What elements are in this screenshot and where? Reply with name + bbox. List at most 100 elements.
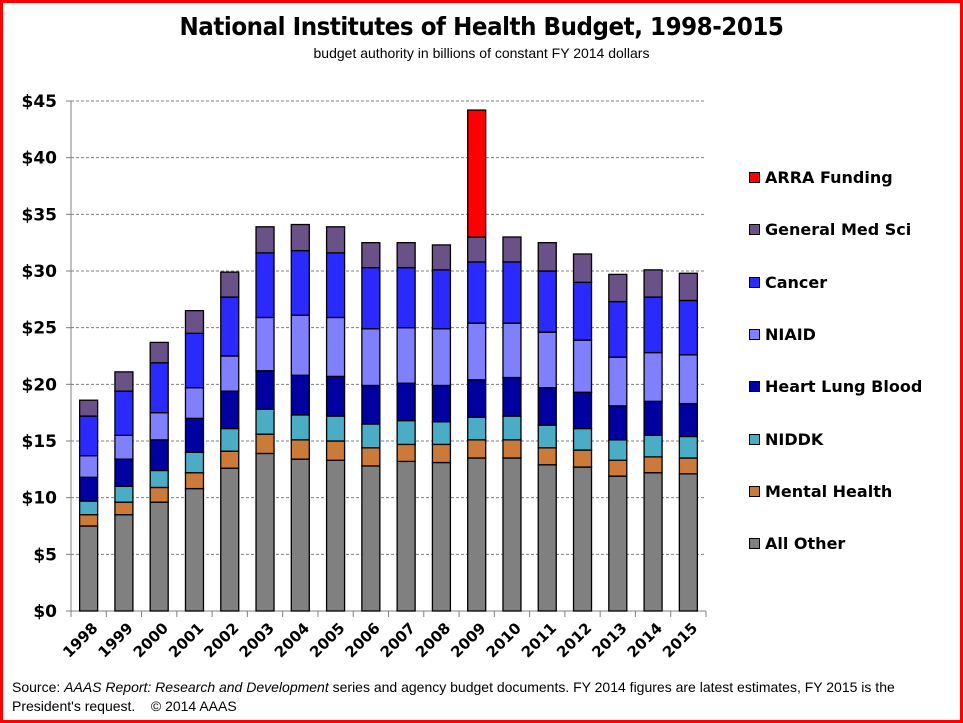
- bar-segment-cancer: [255, 252, 275, 319]
- bar-segment-heart-lung-blood: [467, 379, 487, 418]
- legend-swatch: [749, 224, 760, 236]
- bar-segment-general-med-sci: [678, 272, 699, 302]
- source-prefix: Source:: [12, 679, 65, 695]
- bar-segment-arra-funding: [467, 109, 487, 238]
- bar-segment-niddk: [537, 424, 557, 449]
- legend-label: All Other: [765, 534, 846, 554]
- legend-item: Mental Health: [749, 482, 892, 501]
- bars: [78, 109, 699, 612]
- legend-item: Cancer: [749, 273, 827, 292]
- bar-segment-niddk: [149, 469, 169, 489]
- bar-segment-mental-health: [325, 440, 346, 461]
- x-tick-label: 2000: [130, 619, 172, 661]
- bar-segment-heart-lung-blood: [678, 402, 699, 438]
- bar-segment-general-med-sci: [255, 226, 275, 254]
- bar-segment-niddk: [431, 421, 452, 446]
- bar-segment-heart-lung-blood: [572, 391, 593, 430]
- bar-segment-heart-lung-blood: [608, 405, 628, 441]
- copyright: © 2014 AAAS: [150, 698, 237, 714]
- bar-segment-mental-health: [184, 472, 205, 490]
- bar-segment-heart-lung-blood: [396, 382, 416, 422]
- bar-segment-general-med-sci: [431, 244, 452, 271]
- bar-segment-heart-lung-blood: [255, 370, 275, 410]
- bar-segment-heart-lung-blood: [537, 387, 557, 426]
- bar-segment-mental-health: [502, 439, 522, 459]
- legend-swatch: [749, 172, 760, 183]
- bar-segment-niaid: [114, 434, 134, 460]
- bar-segment-heart-lung-blood: [502, 376, 522, 417]
- y-tick-label: $0: [33, 602, 57, 622]
- bar-segment-general-med-sci: [78, 399, 99, 417]
- x-tick-label: 2010: [483, 619, 525, 661]
- bar-segment-mental-health: [78, 514, 99, 527]
- x-tick-label: 2014: [624, 619, 666, 661]
- bar-segment-niaid: [643, 351, 663, 402]
- bar-segment-cancer: [184, 332, 205, 389]
- bar-segment-cancer: [572, 281, 593, 341]
- legend-item: All Other: [749, 534, 845, 553]
- bar-segment-mental-health: [255, 433, 275, 455]
- y-axis: $0 $5 $10 $15 $20 $25 $30 $35 $40 $45: [22, 92, 72, 622]
- bar-segment-general-med-sci: [643, 269, 663, 298]
- bar-segment-niaid: [184, 387, 205, 419]
- y-tick-label: $40: [22, 149, 58, 169]
- legend-label: Mental Health: [765, 481, 893, 501]
- bar-segment-all-other: [361, 465, 381, 612]
- bar-segment-general-med-sci: [325, 226, 346, 254]
- legend-label: Cancer: [765, 272, 828, 292]
- bar-segment-all-other: [290, 458, 310, 612]
- x-tick-label: 2006: [341, 619, 383, 661]
- bar-segment-cancer: [396, 266, 416, 329]
- legend-item: NIDDK: [749, 430, 823, 449]
- bar-segment-niaid: [78, 455, 99, 478]
- x-tick-label: 2013: [588, 619, 630, 661]
- bar-segment-niaid: [325, 316, 346, 378]
- x-tick-label: 2001: [165, 619, 207, 661]
- bar-segment-niaid: [220, 355, 240, 392]
- legend-item: NIAID: [749, 325, 816, 344]
- bar-segment-niddk: [361, 423, 381, 449]
- bar-segment-cancer: [608, 300, 628, 358]
- bar-segment-all-other: [643, 472, 663, 612]
- bar-segment-all-other: [255, 452, 275, 612]
- bar-segment-all-other: [325, 459, 346, 612]
- bar-segment-all-other: [608, 475, 628, 612]
- bar-segment-heart-lung-blood: [78, 476, 99, 502]
- bar-segment-niddk: [114, 485, 134, 503]
- source-publication: AAAS Report: Research and Development: [64, 679, 329, 695]
- bar-segment-niddk: [502, 415, 522, 441]
- y-tick-label: $5: [33, 545, 57, 565]
- chart-subtitle: budget authority in billions of constant…: [313, 45, 650, 61]
- bar-segment-niaid: [396, 327, 416, 384]
- bar-segment-mental-health: [678, 457, 699, 475]
- bar-segment-niaid: [290, 314, 310, 376]
- bar-segment-general-med-sci: [537, 242, 557, 272]
- y-tick-label: $25: [22, 319, 58, 339]
- y-tick-label: $35: [22, 205, 58, 225]
- bar-segment-niaid: [678, 354, 699, 405]
- bar-segment-mental-health: [361, 447, 381, 467]
- bar-segment-all-other: [396, 460, 416, 612]
- legend-label: NIAID: [765, 324, 816, 344]
- bar-segment-all-other: [572, 466, 593, 612]
- bar-segment-cancer: [149, 362, 169, 414]
- bar-segment-niddk: [643, 434, 663, 458]
- bar-segment-general-med-sci: [114, 371, 134, 392]
- bar-segment-mental-health: [290, 439, 310, 460]
- legend-label: General Med Sci: [765, 220, 912, 240]
- bar-segment-niaid: [537, 331, 557, 389]
- bar-segment-heart-lung-blood: [184, 417, 205, 453]
- bar-segment-cancer: [220, 296, 240, 357]
- bar-segment-mental-health: [114, 501, 134, 516]
- bar-segment-heart-lung-blood: [149, 439, 169, 472]
- bar-segment-niddk: [220, 427, 240, 452]
- bar-segment-all-other: [149, 501, 169, 612]
- bar-segment-cancer: [361, 266, 381, 330]
- x-tick-label: 1999: [94, 619, 136, 661]
- bar-segment-all-other: [537, 464, 557, 612]
- legend-swatch: [749, 538, 760, 550]
- bar-segment-general-med-sci: [149, 341, 169, 364]
- legend-swatch: [749, 328, 760, 340]
- bar-segment-cancer: [467, 261, 487, 324]
- bar-segment-cancer: [643, 296, 663, 354]
